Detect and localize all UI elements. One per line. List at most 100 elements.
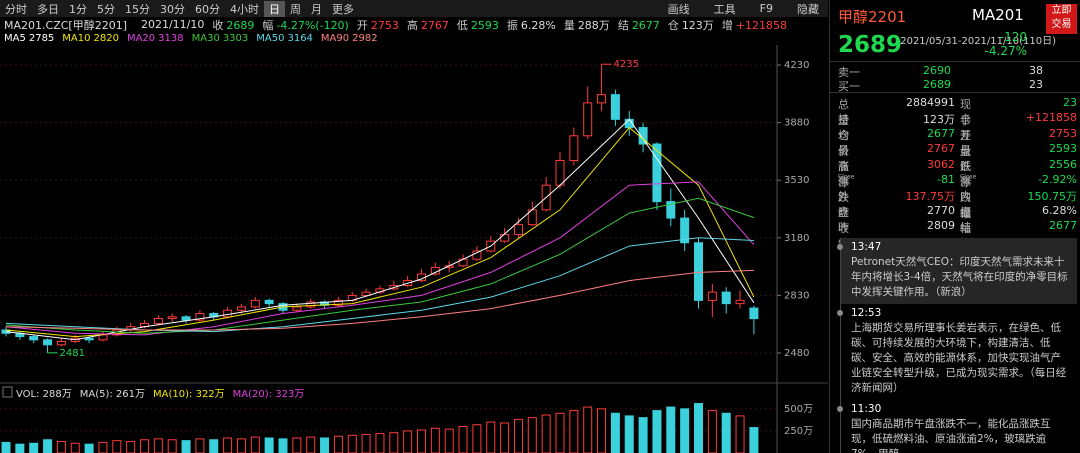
info-label: 开 — [356, 18, 368, 32]
ma-legend-item: MA50 3164 — [256, 33, 313, 44]
volume-bar — [417, 429, 426, 453]
book-price: 2689 — [923, 78, 951, 91]
ma-value: 2982 — [352, 33, 378, 44]
volume-bar — [638, 417, 648, 453]
stat-value: 6.28% — [1042, 203, 1077, 217]
volume-bar — [292, 437, 302, 453]
candle-body — [610, 94, 620, 120]
stat-label-text: 均价 — [838, 128, 849, 158]
volume-bar — [84, 443, 94, 453]
info-label: 低 — [456, 18, 468, 32]
volume-bar — [153, 438, 163, 453]
period-tab[interactable]: 更多 — [332, 2, 354, 16]
volume-bar — [56, 441, 66, 453]
period-tab[interactable]: 分时 — [5, 2, 27, 16]
tool-button[interactable]: 隐藏 — [797, 2, 819, 16]
info-item: 增 +121858 — [722, 17, 787, 32]
stat-note: Close — [838, 173, 855, 181]
info-item: 量 288万 — [564, 17, 610, 32]
stat-value: 123万 — [923, 113, 955, 127]
vol-tick-label: 250万 — [784, 426, 813, 437]
stat-value: +121858 — [1025, 111, 1077, 125]
candle-body — [56, 340, 66, 346]
stat-label-text: 振幅 — [960, 205, 971, 235]
candle-body — [513, 224, 523, 236]
period-tab[interactable]: 5分 — [97, 2, 115, 16]
volume-bar — [15, 443, 25, 453]
volume-bar — [181, 440, 191, 453]
stats-row: 涨跌 Close -81 涨跌幅 Close -2.92% — [830, 173, 1080, 220]
volume-bar — [666, 406, 676, 453]
volume-bar — [361, 433, 371, 453]
stats-row: 涨停 3062 跌停 2556 — [830, 158, 1080, 189]
candle-body — [680, 217, 690, 244]
ma-line — [5, 118, 755, 341]
period-tab[interactable]: 日 — [264, 0, 285, 17]
ma-line — [5, 126, 755, 338]
candle-body — [236, 306, 246, 311]
stat-label: 涨跌幅 Close — [960, 173, 977, 220]
volume-bar — [250, 436, 260, 453]
info-label: 收 — [212, 18, 224, 32]
period-tab[interactable]: 1分 — [69, 2, 87, 16]
info-item: 振 6.28% — [507, 17, 556, 32]
high-label: 4235 — [614, 59, 639, 70]
news-dot — [837, 244, 843, 250]
candle-body — [694, 242, 703, 301]
volume-bar — [749, 427, 759, 453]
period-tab[interactable]: 多日 — [37, 2, 59, 16]
info-value: 2767 — [420, 18, 449, 32]
news-item[interactable]: 12:53 上海期货交易所理事长姜岩表示，在绿色、低碳、可持续发展的大环境下，构建… — [837, 304, 1077, 400]
y-tick-label: 3180 — [784, 233, 809, 244]
period-tab[interactable]: 30分 — [160, 2, 185, 16]
period-tab[interactable]: 4小时 — [230, 2, 259, 16]
volume-bar — [209, 439, 219, 453]
y-tick-label: 3530 — [784, 175, 809, 186]
separator — [830, 92, 1080, 93]
candle-body — [98, 334, 108, 341]
period-tab[interactable]: 月 — [311, 2, 322, 16]
info-value: -4.27%(-120) — [276, 18, 349, 32]
quote-panel: 甲醇2201 MA201 立即 交易 2689 -120 -4.27% 卖一 269… — [829, 0, 1080, 453]
ma-legend-item: MA20 3138 — [127, 33, 184, 44]
stat-label-text: 总量 — [838, 98, 849, 127]
stat-note: Close — [960, 173, 977, 181]
ma-name: MA90 — [320, 33, 350, 44]
info-label: 结 — [617, 18, 629, 32]
y-tick-label: 2830 — [784, 290, 809, 301]
period-tab[interactable]: 15分 — [125, 2, 150, 16]
period-tab[interactable]: 周 — [290, 2, 301, 16]
trade-button[interactable]: 立即 交易 — [1046, 4, 1077, 34]
button-text: 交易 — [1051, 19, 1072, 30]
candle-body — [361, 291, 371, 296]
last-price: 2689 — [838, 32, 903, 58]
stat-label-text: 仓差 — [960, 113, 971, 143]
stats-row: 外盘 137.75万 内盘 150.75万 — [830, 188, 1080, 219]
volume-legend: VOL: 288万 MA(5): 261万 MA(10): 322万 MA(20): … — [0, 385, 844, 400]
volume-bar — [541, 414, 551, 453]
tool-button[interactable]: 画线 — [667, 2, 690, 16]
stat-label-text: 跌停 — [960, 159, 971, 189]
stats-row: 昨收 2770 振幅 6.28% — [830, 203, 1080, 235]
volume-legend-item: MA(20): 323万 — [232, 388, 305, 400]
stats-row: 均价 2677 开盘 2753 — [830, 127, 1080, 158]
volume-bar — [236, 438, 246, 453]
news-item[interactable]: 11:30 国内商品期市午盘涨跌不一，能化品涨跌互现，低硫燃料油、原油涨逾2%，玻… — [837, 400, 1077, 453]
ma-name: MA5 — [4, 33, 26, 44]
news-time: 12:53 — [851, 307, 882, 319]
tool-button[interactable]: 工具 — [713, 2, 736, 16]
stats-row: 昨结2809结算价2677 — [830, 219, 1080, 266]
info-value: 2689 — [226, 18, 255, 32]
candle-body — [597, 94, 607, 104]
period-tab[interactable]: 60分 — [195, 2, 220, 16]
change-pct: -4.27% — [984, 44, 1027, 58]
info-item: 开 2753 — [357, 17, 399, 32]
candle-body — [735, 299, 745, 305]
ma-line — [5, 269, 754, 331]
tool-button[interactable]: F9 — [759, 2, 773, 15]
info-value: 123万 — [681, 18, 714, 32]
candle-body — [721, 291, 731, 305]
volume-bar — [140, 439, 149, 453]
news-item[interactable]: 13:47 Petronet天然气CEO：印度天然气需求未来十年内将增长3-4倍，… — [837, 238, 1077, 304]
